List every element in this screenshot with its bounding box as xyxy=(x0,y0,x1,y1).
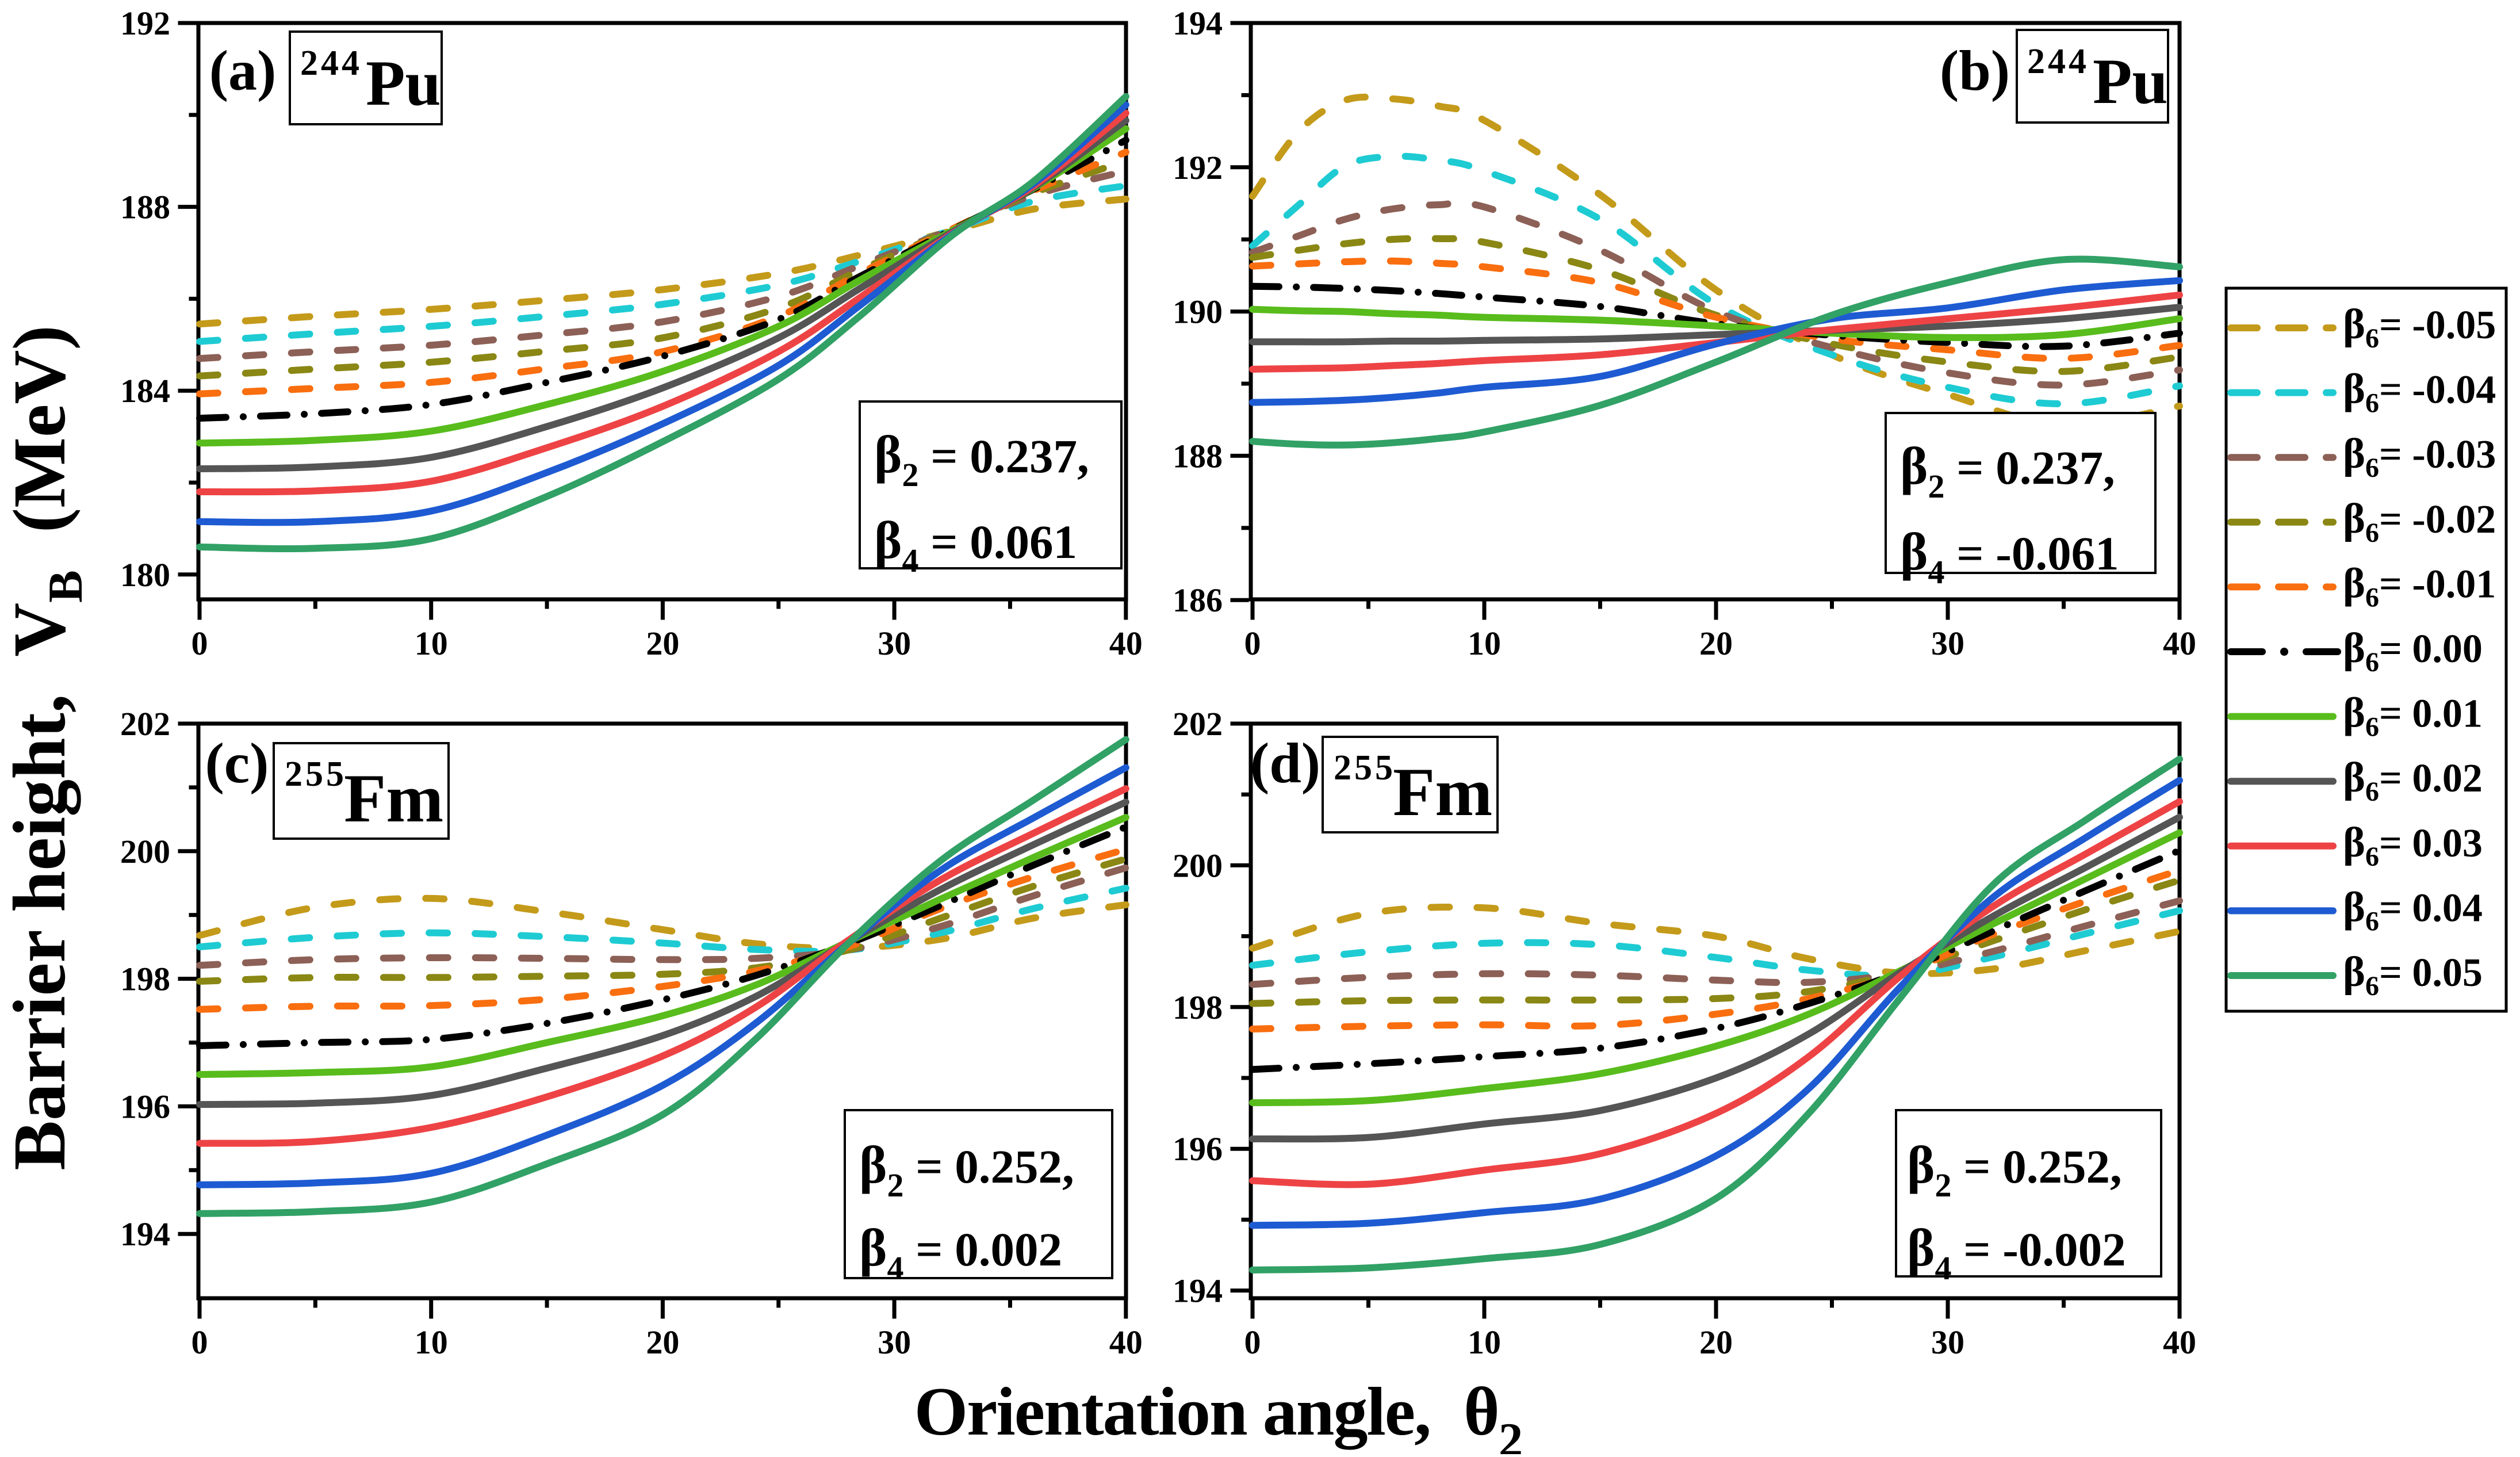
svg-text:Fm: Fm xyxy=(1393,754,1492,830)
svg-text:196: 196 xyxy=(1173,1130,1223,1168)
svg-text:β4 = 0.061: β4 = 0.061 xyxy=(874,511,1077,579)
svg-text:198: 198 xyxy=(120,961,170,998)
svg-text:0: 0 xyxy=(192,1324,208,1361)
svg-text:10: 10 xyxy=(1468,1324,1501,1361)
svg-text:186: 186 xyxy=(1173,582,1223,619)
svg-text:192: 192 xyxy=(1173,149,1223,186)
svg-text:20: 20 xyxy=(646,625,679,662)
svg-text:β6= 0.05: β6= 0.05 xyxy=(2343,949,2483,1001)
svg-text:184: 184 xyxy=(120,372,170,410)
svg-text:194: 194 xyxy=(1173,5,1223,42)
svg-text:β6= 0.00: β6= 0.00 xyxy=(2343,625,2483,678)
svg-text:244: 244 xyxy=(300,44,362,83)
svg-text:30: 30 xyxy=(878,1324,911,1361)
svg-text:(d): (d) xyxy=(1250,731,1320,795)
svg-text:190: 190 xyxy=(1173,293,1223,331)
svg-text:0: 0 xyxy=(1244,625,1261,662)
svg-text:β6= 0.02: β6= 0.02 xyxy=(2343,754,2483,807)
svg-text:10: 10 xyxy=(1468,625,1501,662)
svg-text:Pu: Pu xyxy=(366,48,441,119)
svg-text:30: 30 xyxy=(1931,1324,1964,1361)
svg-text:188: 188 xyxy=(120,189,170,226)
svg-text:188: 188 xyxy=(1173,437,1223,475)
svg-text:244: 244 xyxy=(2027,42,2089,81)
svg-text:30: 30 xyxy=(1931,625,1964,662)
svg-text:202: 202 xyxy=(1173,705,1223,743)
svg-text:40: 40 xyxy=(2163,625,2196,662)
svg-text:β2 = 0.237,: β2 = 0.237, xyxy=(1900,437,2115,505)
svg-text:202: 202 xyxy=(120,705,170,743)
svg-text:255: 255 xyxy=(1334,748,1396,787)
svg-text:40: 40 xyxy=(1109,625,1143,662)
svg-text:194: 194 xyxy=(120,1215,170,1253)
svg-text:β6= 0.01: β6= 0.01 xyxy=(2343,690,2483,743)
svg-text:β6= -0.04: β6= -0.04 xyxy=(2343,366,2496,419)
svg-text:20: 20 xyxy=(1699,625,1733,662)
svg-text:0: 0 xyxy=(1244,1324,1261,1361)
svg-text:(b): (b) xyxy=(1940,39,2010,102)
svg-text:20: 20 xyxy=(1699,1324,1733,1361)
svg-text:Orientation angle, θ2: Orientation angle, θ2 xyxy=(914,1373,1522,1454)
svg-text:194: 194 xyxy=(1173,1272,1223,1310)
svg-text:Pu: Pu xyxy=(2093,46,2168,117)
svg-text:20: 20 xyxy=(646,1324,679,1361)
svg-text:196: 196 xyxy=(120,1088,170,1125)
svg-text:180: 180 xyxy=(120,556,170,594)
svg-text:10: 10 xyxy=(415,625,448,662)
svg-text:β6= -0.01: β6= -0.01 xyxy=(2343,560,2496,613)
svg-text:200: 200 xyxy=(1173,847,1223,884)
svg-text:40: 40 xyxy=(2163,1324,2196,1361)
svg-text:(a): (a) xyxy=(209,39,277,102)
svg-text:198: 198 xyxy=(1173,989,1223,1026)
svg-text:0: 0 xyxy=(192,625,208,662)
svg-text:40: 40 xyxy=(1109,1324,1143,1361)
svg-text:192: 192 xyxy=(120,5,170,42)
svg-text:(c): (c) xyxy=(205,731,269,795)
svg-text:β6= 0.03: β6= 0.03 xyxy=(2343,819,2483,872)
svg-text:Fm: Fm xyxy=(344,760,443,836)
svg-text:255: 255 xyxy=(285,755,347,794)
svg-text:30: 30 xyxy=(878,625,911,662)
svg-text:Barrier height, VB (MeV): Barrier height, VB (MeV) xyxy=(0,325,93,1170)
svg-text:β2 = 0.252,: β2 = 0.252, xyxy=(1907,1135,2122,1204)
svg-text:200: 200 xyxy=(120,833,170,870)
svg-text:β4 = -0.002: β4 = -0.002 xyxy=(1907,1218,2126,1287)
svg-text:10: 10 xyxy=(415,1324,448,1361)
svg-text:β6= 0.04: β6= 0.04 xyxy=(2343,884,2483,936)
